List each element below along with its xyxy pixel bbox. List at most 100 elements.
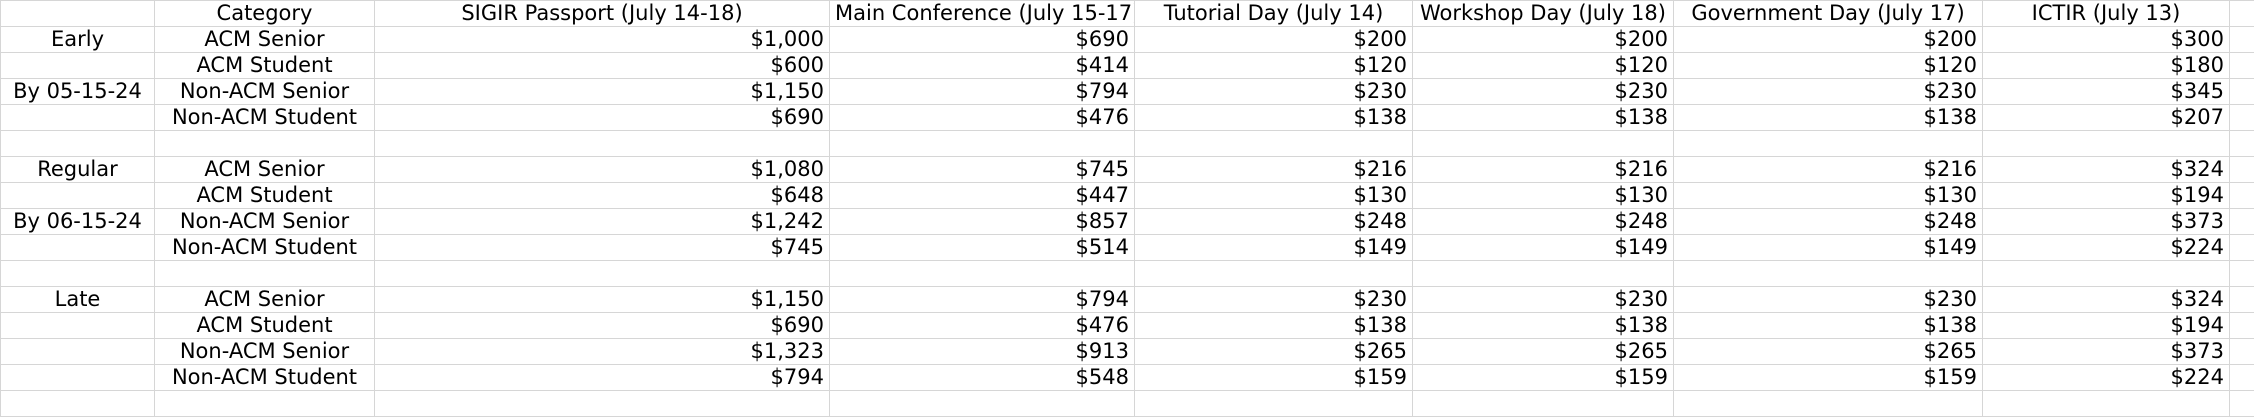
workshop-day-cell[interactable]: $230	[1413, 79, 1674, 105]
period-cell[interactable]: Late	[1, 287, 155, 313]
main-conference-cell[interactable]: $548	[830, 365, 1135, 391]
ictir-cell[interactable]	[1983, 261, 2230, 287]
main-conference-cell[interactable]: $476	[830, 313, 1135, 339]
sigir-passport-cell[interactable]: $690	[375, 105, 830, 131]
sigir-passport-cell[interactable]: $1,150	[375, 287, 830, 313]
main-conference-cell[interactable]: $745	[830, 157, 1135, 183]
tutorial-day-cell[interactable]: $248	[1135, 209, 1413, 235]
tutorial-day-cell[interactable]: $159	[1135, 365, 1413, 391]
sigir-passport-cell[interactable]: $1,080	[375, 157, 830, 183]
workshop-day-cell[interactable]: $265	[1413, 339, 1674, 365]
main-conference-cell[interactable]: $794	[830, 79, 1135, 105]
government-day-cell[interactable]: $248	[1674, 209, 1983, 235]
ictir-cell[interactable]: $224	[1983, 365, 2230, 391]
sigir-passport-cell[interactable]: $648	[375, 183, 830, 209]
workshop-day-cell[interactable]: $138	[1413, 313, 1674, 339]
period-cell[interactable]	[1, 313, 155, 339]
header-period-cell[interactable]	[1, 1, 155, 27]
category-cell[interactable]	[155, 131, 375, 157]
government-day-cell[interactable]: $149	[1674, 235, 1983, 261]
category-cell[interactable]: Non-ACM Senior	[155, 209, 375, 235]
tutorial-day-cell[interactable]: $138	[1135, 105, 1413, 131]
government-day-cell[interactable]: $138	[1674, 313, 1983, 339]
government-day-cell[interactable]	[1674, 261, 1983, 287]
ictir-cell[interactable]: $194	[1983, 183, 2230, 209]
main-conference-cell[interactable]: $794	[830, 287, 1135, 313]
workshop-day-cell[interactable]: $149	[1413, 235, 1674, 261]
sigir-passport-cell[interactable]: $794	[375, 365, 830, 391]
main-conference-cell[interactable]: $447	[830, 183, 1135, 209]
sigir-passport-cell[interactable]: $600	[375, 53, 830, 79]
period-cell[interactable]: By 05-15-24	[1, 79, 155, 105]
tutorial-day-cell[interactable]: $130	[1135, 183, 1413, 209]
period-cell[interactable]: Early	[1, 27, 155, 53]
tutorial-day-cell[interactable]: $149	[1135, 235, 1413, 261]
workshop-day-cell[interactable]	[1413, 131, 1674, 157]
period-cell[interactable]: By 06-15-24	[1, 209, 155, 235]
period-cell[interactable]	[1, 53, 155, 79]
main-conference-cell[interactable]	[830, 261, 1135, 287]
header-main-conference-cell[interactable]: Main Conference (July 15-17)	[830, 1, 1135, 27]
government-day-cell[interactable]: $230	[1674, 79, 1983, 105]
category-cell[interactable]	[155, 261, 375, 287]
main-conference-cell[interactable]	[830, 131, 1135, 157]
category-cell[interactable]: ACM Student	[155, 183, 375, 209]
workshop-day-cell[interactable]: $230	[1413, 287, 1674, 313]
ictir-cell[interactable]: $324	[1983, 287, 2230, 313]
government-day-cell[interactable]: $130	[1674, 183, 1983, 209]
header-tutorial-day-cell[interactable]: Tutorial Day (July 14)	[1135, 1, 1413, 27]
category-cell[interactable]: Non-ACM Senior	[155, 339, 375, 365]
category-cell[interactable]: ACM Student	[155, 313, 375, 339]
period-cell[interactable]	[1, 105, 155, 131]
period-cell[interactable]	[1, 235, 155, 261]
tutorial-day-cell[interactable]: $216	[1135, 157, 1413, 183]
government-day-cell[interactable]: $120	[1674, 53, 1983, 79]
category-cell[interactable]: ACM Student	[155, 53, 375, 79]
ictir-cell[interactable]: $373	[1983, 209, 2230, 235]
extra-cell[interactable]	[2230, 157, 2254, 183]
header-ictir-cell[interactable]: ICTIR (July 13)	[1983, 1, 2230, 27]
header-government-day-cell[interactable]: Government Day (July 17)	[1674, 1, 1983, 27]
category-cell[interactable]: ACM Senior	[155, 157, 375, 183]
extra-cell[interactable]	[2230, 79, 2254, 105]
workshop-day-cell[interactable]: $248	[1413, 209, 1674, 235]
category-cell[interactable]: Non-ACM Student	[155, 235, 375, 261]
header-category-cell[interactable]: Category	[155, 1, 375, 27]
category-cell[interactable]: Non-ACM Senior	[155, 79, 375, 105]
sigir-passport-cell[interactable]: $1,242	[375, 209, 830, 235]
tutorial-day-cell[interactable]: $230	[1135, 79, 1413, 105]
header-extra-cell[interactable]	[2230, 1, 2254, 27]
workshop-day-cell[interactable]: $200	[1413, 27, 1674, 53]
extra-cell[interactable]	[2230, 209, 2254, 235]
extra-cell[interactable]	[2230, 27, 2254, 53]
ictir-cell[interactable]: $324	[1983, 157, 2230, 183]
sigir-passport-cell[interactable]	[375, 261, 830, 287]
category-cell[interactable]: Non-ACM Student	[155, 105, 375, 131]
tutorial-day-cell[interactable]	[1135, 131, 1413, 157]
tutorial-day-cell[interactable]: $230	[1135, 287, 1413, 313]
sigir-passport-cell[interactable]: $1,000	[375, 27, 830, 53]
workshop-day-cell[interactable]: $138	[1413, 105, 1674, 131]
category-cell[interactable]: ACM Senior	[155, 287, 375, 313]
government-day-cell[interactable]: $200	[1674, 27, 1983, 53]
ictir-cell[interactable]: $224	[1983, 235, 2230, 261]
government-day-cell[interactable]: $230	[1674, 287, 1983, 313]
ictir-cell[interactable]: $194	[1983, 313, 2230, 339]
workshop-day-cell[interactable]: $130	[1413, 183, 1674, 209]
tutorial-day-cell[interactable]: $138	[1135, 313, 1413, 339]
extra-cell[interactable]	[2230, 105, 2254, 131]
header-workshop-day-cell[interactable]: Workshop Day (July 18)	[1413, 1, 1674, 27]
period-cell[interactable]	[1, 131, 155, 157]
period-cell[interactable]	[1, 183, 155, 209]
sigir-passport-cell[interactable]: $690	[375, 313, 830, 339]
sigir-passport-cell[interactable]: $1,150	[375, 79, 830, 105]
workshop-day-cell[interactable]: $159	[1413, 365, 1674, 391]
tutorial-day-cell[interactable]: $265	[1135, 339, 1413, 365]
government-day-cell[interactable]: $265	[1674, 339, 1983, 365]
ictir-cell[interactable]: $207	[1983, 105, 2230, 131]
extra-cell[interactable]	[2230, 313, 2254, 339]
main-conference-cell[interactable]: $857	[830, 209, 1135, 235]
tutorial-day-cell[interactable]: $200	[1135, 27, 1413, 53]
government-day-cell[interactable]: $216	[1674, 157, 1983, 183]
period-cell[interactable]	[1, 365, 155, 391]
